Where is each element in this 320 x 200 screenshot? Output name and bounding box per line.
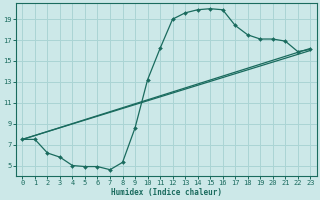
X-axis label: Humidex (Indice chaleur): Humidex (Indice chaleur) bbox=[111, 188, 222, 197]
